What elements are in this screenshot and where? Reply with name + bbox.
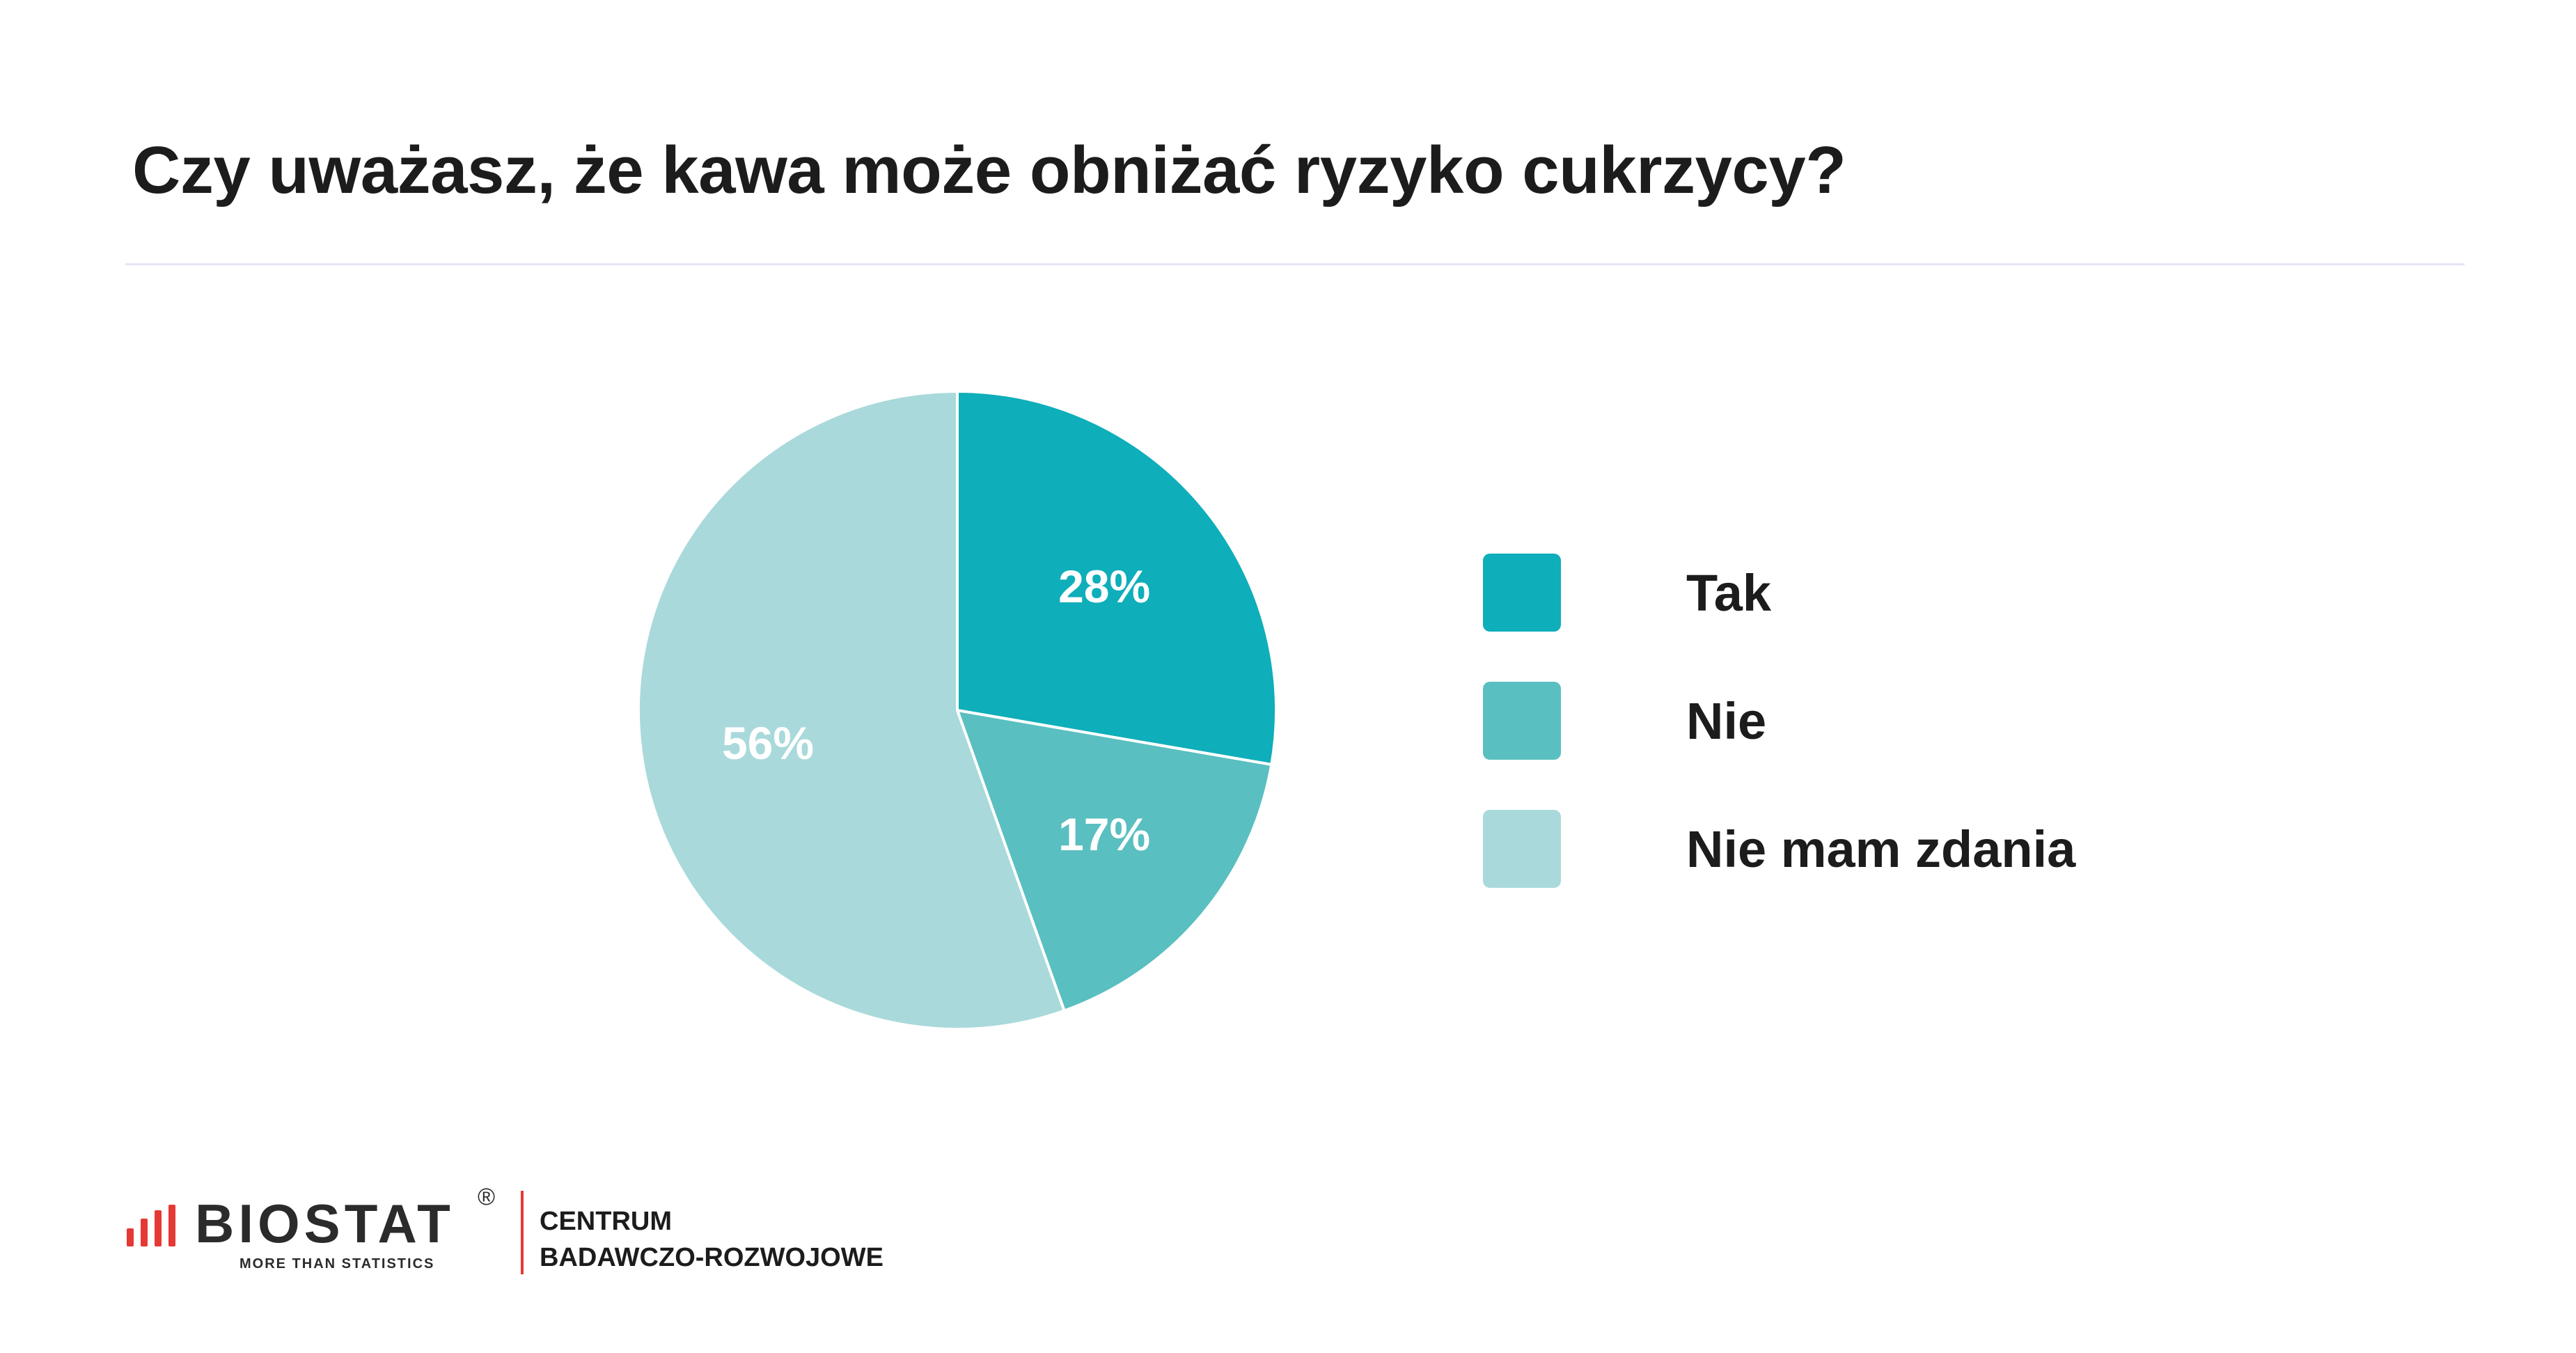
legend-label-nie: Nie — [1686, 691, 1767, 750]
biostat-logo-bars-icon — [127, 1205, 175, 1246]
biostat-logo-text: BIOSTAT — [195, 1193, 455, 1254]
pie-label-tak: 28% — [1058, 561, 1150, 612]
footer-separator — [521, 1191, 524, 1274]
pie-slice-nie-mam-zdania — [637, 390, 1066, 1031]
pie-label-nie-mam-zdania: 56% — [722, 717, 814, 769]
chart-title: Czy uważasz, że kawa może obniżać ryzyko… — [132, 133, 1846, 208]
logo-bar-4 — [168, 1205, 175, 1246]
legend-label-nie-mam-zdania: Nie mam zdania — [1686, 820, 2076, 878]
center-name: CENTRUM BADAWCZO-ROZWOJOWE — [540, 1203, 883, 1276]
center-line-1: CENTRUM — [540, 1207, 672, 1236]
pie-label-nie: 17% — [1058, 808, 1150, 860]
legend-item-tak: Tak — [1483, 554, 2075, 632]
title-divider — [125, 263, 2465, 265]
pie-slice-nie — [956, 709, 1273, 1012]
logo-bar-2 — [141, 1219, 148, 1246]
registered-mark: ® — [478, 1184, 496, 1210]
legend-swatch-nie — [1483, 682, 1561, 760]
center-line-2: BADAWCZO-ROZWOJOWE — [540, 1243, 883, 1272]
legend-item-nie-mam-zdania: Nie mam zdania — [1483, 810, 2075, 888]
logo-bar-1 — [127, 1228, 134, 1246]
legend-swatch-nie-mam-zdania — [1483, 810, 1561, 888]
logo-tagline: MORE THAN STATISTICS — [239, 1256, 435, 1272]
legend: Tak Nie Nie mam zdania — [1483, 554, 2075, 938]
pie-slice-tak — [956, 390, 1278, 766]
legend-label-tak: Tak — [1686, 563, 1772, 622]
legend-item-nie: Nie — [1483, 682, 2075, 760]
logo-bar-3 — [155, 1210, 162, 1246]
legend-swatch-tak — [1483, 554, 1561, 632]
